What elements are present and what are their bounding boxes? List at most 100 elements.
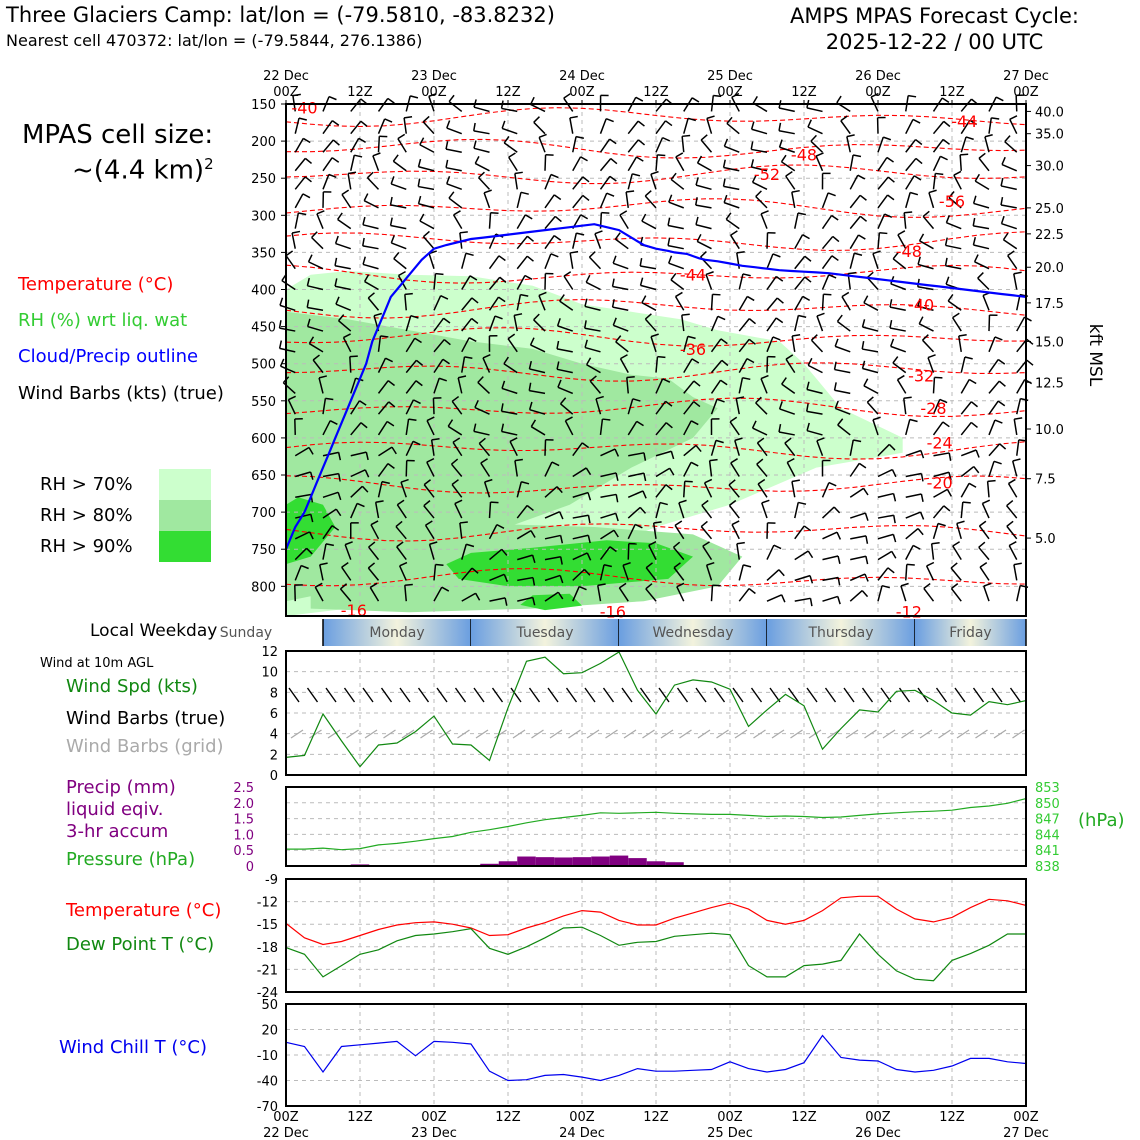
wind-barb-flag <box>991 117 1000 120</box>
wind-barb-flag <box>626 375 635 379</box>
top-date-label: 26 Dec <box>855 69 901 84</box>
wind-barb-shaft <box>755 196 768 209</box>
wind-barb-flag <box>445 159 449 168</box>
wind-barb-shaft <box>322 508 337 519</box>
wind-barb-flag <box>508 152 516 158</box>
wind-barb-shaft <box>695 204 712 209</box>
top-hour-label: 00Z <box>865 85 891 100</box>
wind-barb-shaft <box>612 306 629 312</box>
wind-barb-shaft <box>641 220 657 230</box>
wind-barb-shaft <box>892 258 907 270</box>
wind-barb <box>794 295 811 311</box>
wind-barb-shaft <box>513 315 518 332</box>
wind-barb-flag <box>428 92 437 97</box>
wind-barb-flag <box>514 313 523 317</box>
wind-barb <box>988 443 1007 457</box>
wind-barb-shaft <box>794 574 811 582</box>
wind-barb-shaft <box>560 403 574 415</box>
wind-barb-shaft <box>946 221 962 230</box>
wind-barb-shaft <box>1003 239 1018 250</box>
wind-barb <box>350 154 363 171</box>
wind-barb <box>572 232 585 249</box>
wind-barb-shaft <box>279 304 296 311</box>
pressure-tick-label: 300 <box>251 209 276 224</box>
wind-barb-shaft <box>396 546 407 561</box>
wind-barb-shaft <box>377 357 387 373</box>
wind-barb-flag <box>584 320 587 329</box>
surface-barb-grid <box>734 729 748 739</box>
wind-barb-shaft <box>872 419 879 436</box>
wind-barb <box>794 501 807 519</box>
wind-barb-shaft <box>837 424 851 436</box>
wind-barb-flag <box>866 271 874 279</box>
wind-barb <box>806 403 823 415</box>
surface-barb-true <box>898 687 911 703</box>
wind-barb-shaft <box>544 154 547 171</box>
wind-barb <box>294 547 313 561</box>
wind-barb-flag <box>442 358 450 365</box>
surface-barb-grid <box>882 729 896 739</box>
wind-barb <box>1000 196 1017 209</box>
wind-barb <box>700 134 713 153</box>
wind-barb-flag <box>361 485 369 493</box>
wind-barb-shaft <box>728 504 740 519</box>
wind-barb <box>483 478 493 498</box>
wind-barb <box>627 139 646 153</box>
wind-barb <box>322 120 340 135</box>
wind-barb <box>503 135 518 153</box>
weekday-band-thursday <box>767 619 915 646</box>
wind-barb <box>337 314 352 332</box>
temperature-contour-3 <box>285 198 1027 218</box>
pressure-ytick-label: 841 <box>1035 844 1060 859</box>
wind-barb <box>850 555 869 565</box>
wind-barb-shaft <box>785 358 796 374</box>
wind-barb <box>889 299 906 312</box>
wind-barb <box>430 437 440 456</box>
wind-barb <box>668 194 685 209</box>
wind-barb <box>514 171 523 190</box>
wind-barb-flag <box>1000 215 1005 224</box>
surface-barb-true <box>935 687 948 703</box>
wind-barb <box>1016 378 1033 394</box>
wind-barb <box>960 401 979 415</box>
wind-barb <box>530 419 546 436</box>
precip-label: Precip (mm) <box>66 777 176 798</box>
wind-barb-flag <box>391 446 397 455</box>
wind-barb-flag <box>553 234 562 241</box>
wind-barb-flag <box>503 135 510 144</box>
wind-barb-flag <box>550 173 559 179</box>
wind-barb-flag <box>360 120 368 127</box>
wind-barb-flag <box>415 380 423 387</box>
wind-barb <box>738 338 756 353</box>
wind-barb-flag <box>723 194 728 203</box>
wind-barb <box>377 118 393 134</box>
wind-barb <box>710 315 726 332</box>
wind-barb <box>516 529 536 540</box>
wind-barb <box>932 376 943 394</box>
wind-barb-flag <box>308 531 314 540</box>
wind-barb-shaft <box>374 502 380 519</box>
wind-barb-shaft <box>815 155 824 172</box>
temperature-contour-8 <box>285 362 1027 382</box>
wind-barb <box>478 171 491 190</box>
wind-ytick-label: 8 <box>270 686 278 701</box>
wind-barb-shaft <box>927 357 935 373</box>
wind-barb-flag <box>864 573 869 582</box>
wind-barb-flag <box>917 278 920 287</box>
temperature-contour-13 <box>285 568 1027 587</box>
wind-barb-flag <box>960 153 969 156</box>
wind-barb-flag <box>304 176 312 183</box>
wind-barb-flag <box>915 138 923 146</box>
wind-barb <box>488 501 499 519</box>
wind-barb-flag <box>978 541 986 548</box>
wind-barb <box>618 582 629 602</box>
wind-barb-flag <box>673 562 681 569</box>
wind-speed-line <box>285 651 1027 768</box>
wind-barb-shaft <box>473 430 490 436</box>
wind-barb <box>627 506 647 519</box>
surface-barb-true <box>288 687 300 703</box>
wind-barb-flag <box>582 176 590 183</box>
wind-barb <box>696 155 712 172</box>
wind-barb-shaft <box>433 586 443 602</box>
wind-barb-shaft <box>877 514 894 519</box>
